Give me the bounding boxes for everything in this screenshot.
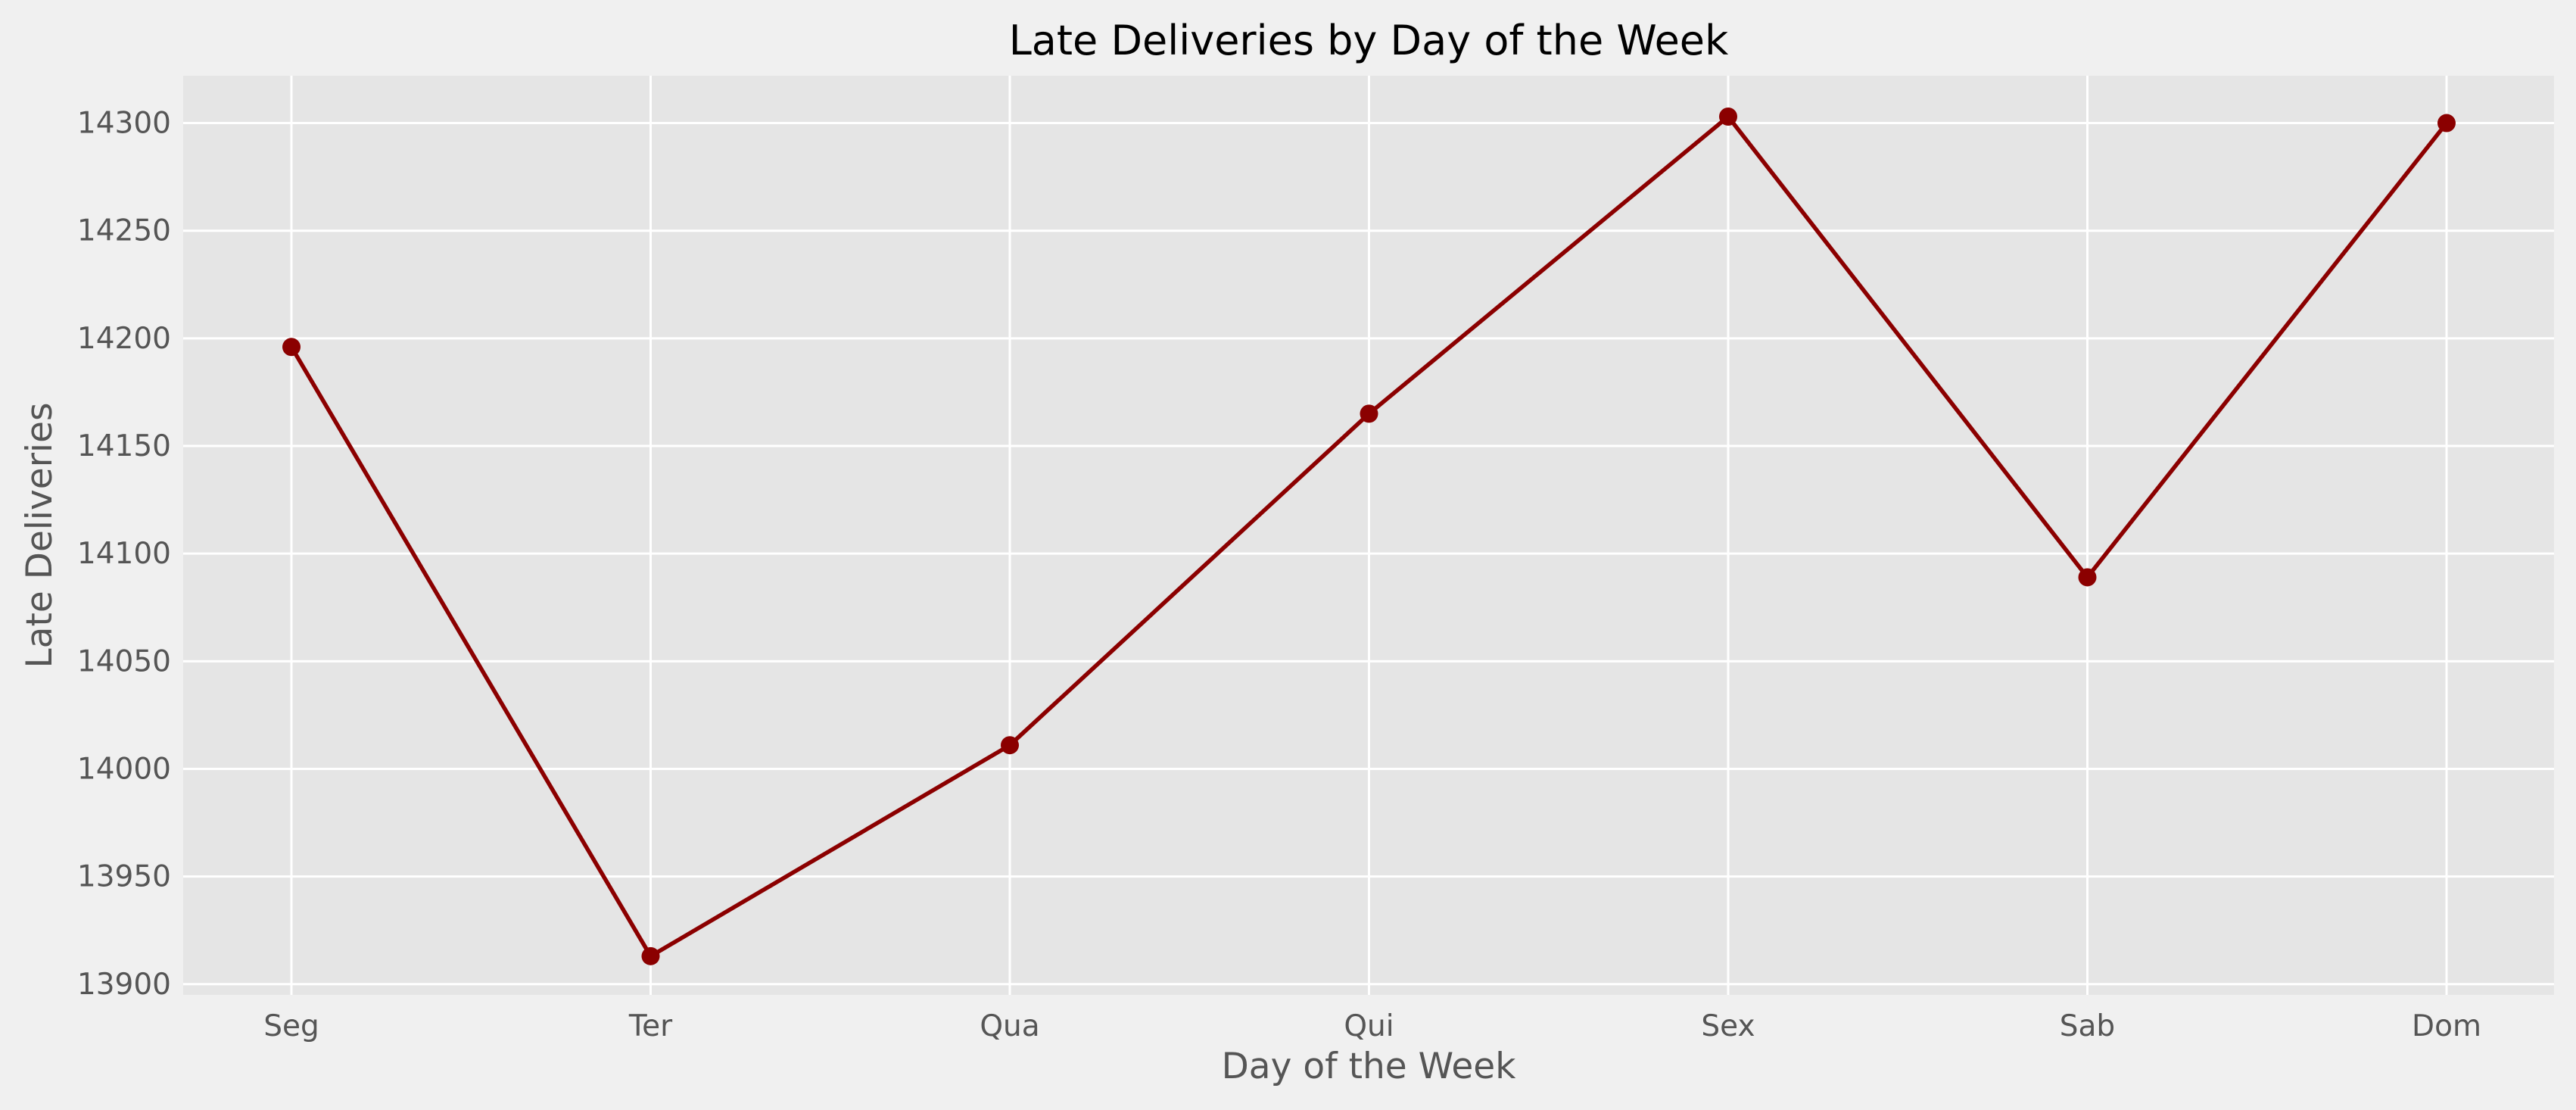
x-tick-label: Sex: [1701, 1009, 1755, 1043]
data-point: [1719, 108, 1737, 126]
y-tick-label: 13950: [77, 860, 171, 894]
x-tick-label: Sab: [2060, 1009, 2115, 1043]
grid-lines: [183, 76, 2554, 995]
tick-labels: 13900 13950 14000 14050 14100 14150 14200 14250…: [77, 107, 2481, 1043]
y-tick-label: 14050: [77, 644, 171, 678]
y-tick-label: 14250: [77, 214, 171, 248]
y-tick-label: 14300: [77, 107, 171, 141]
y-tick-label: 14150: [77, 429, 171, 463]
x-tick-label: Ter: [628, 1009, 673, 1043]
chart-title: Late Deliveries by Day of the Week: [1009, 17, 1729, 64]
data-point: [282, 338, 301, 357]
data-point: [1360, 404, 1378, 423]
x-tick-label: Seg: [263, 1009, 319, 1043]
x-tick-label: Dom: [2412, 1009, 2481, 1043]
data-series: [282, 108, 2456, 965]
data-point: [1001, 736, 1019, 755]
y-axis-label: Late Deliveries: [19, 402, 61, 668]
y-tick-label: 13900: [77, 968, 171, 1002]
data-point: [2078, 568, 2097, 587]
data-point: [641, 946, 660, 965]
y-tick-label: 14200: [77, 322, 171, 356]
x-tick-label: Qui: [1344, 1009, 1394, 1043]
data-point: [2437, 114, 2456, 133]
y-tick-label: 14000: [77, 752, 171, 786]
x-axis-label: Day of the Week: [1222, 1046, 1517, 1087]
y-tick-label: 14100: [77, 537, 171, 571]
x-tick-label: Qua: [980, 1009, 1039, 1043]
